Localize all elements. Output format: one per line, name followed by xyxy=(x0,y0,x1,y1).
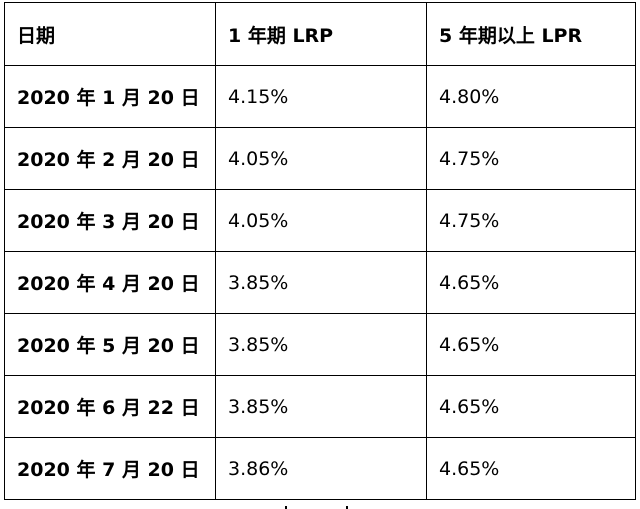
header-five-year-rate: 5 年期以上 LPR xyxy=(426,2,636,66)
cell-five-year-rate: 4.65% xyxy=(426,251,636,314)
bottom-edge-marks xyxy=(0,506,640,509)
table-row: 2020 年 7 月 20 日 3.86% 4.65% xyxy=(4,437,636,500)
lpr-rate-table: 日期 1 年期 LRP 5 年期以上 LPR 2020 年 1 月 20 日 4… xyxy=(4,2,636,500)
lpr-table-container: 日期 1 年期 LRP 5 年期以上 LPR 2020 年 1 月 20 日 4… xyxy=(4,2,636,500)
cell-one-year-rate: 4.15% xyxy=(215,65,427,128)
cell-date: 2020 年 4 月 20 日 xyxy=(4,251,216,314)
cell-date: 2020 年 2 月 20 日 xyxy=(4,127,216,190)
table-row: 2020 年 3 月 20 日 4.05% 4.75% xyxy=(4,189,636,252)
edge-mark xyxy=(346,506,348,509)
cell-one-year-rate: 4.05% xyxy=(215,189,427,252)
cell-five-year-rate: 4.75% xyxy=(426,127,636,190)
cell-date: 2020 年 7 月 20 日 xyxy=(4,437,216,500)
table-row: 2020 年 5 月 20 日 3.85% 4.65% xyxy=(4,313,636,376)
cell-date: 2020 年 1 月 20 日 xyxy=(4,65,216,128)
cell-five-year-rate: 4.80% xyxy=(426,65,636,128)
table-row: 2020 年 2 月 20 日 4.05% 4.75% xyxy=(4,127,636,190)
cell-one-year-rate: 4.05% xyxy=(215,127,427,190)
cell-five-year-rate: 4.65% xyxy=(426,375,636,438)
cell-date: 2020 年 5 月 20 日 xyxy=(4,313,216,376)
cell-five-year-rate: 4.75% xyxy=(426,189,636,252)
table-header-row: 日期 1 年期 LRP 5 年期以上 LPR xyxy=(4,2,636,66)
cell-one-year-rate: 3.85% xyxy=(215,313,427,376)
cell-five-year-rate: 4.65% xyxy=(426,437,636,500)
table-row: 2020 年 6 月 22 日 3.85% 4.65% xyxy=(4,375,636,438)
edge-mark xyxy=(285,506,287,509)
header-date: 日期 xyxy=(4,2,216,66)
table-row: 2020 年 4 月 20 日 3.85% 4.65% xyxy=(4,251,636,314)
table-row: 2020 年 1 月 20 日 4.15% 4.80% xyxy=(4,65,636,128)
cell-one-year-rate: 3.85% xyxy=(215,251,427,314)
cell-date: 2020 年 3 月 20 日 xyxy=(4,189,216,252)
cell-one-year-rate: 3.85% xyxy=(215,375,427,438)
cell-five-year-rate: 4.65% xyxy=(426,313,636,376)
cell-date: 2020 年 6 月 22 日 xyxy=(4,375,216,438)
cell-one-year-rate: 3.86% xyxy=(215,437,427,500)
header-one-year-rate: 1 年期 LRP xyxy=(215,2,427,66)
